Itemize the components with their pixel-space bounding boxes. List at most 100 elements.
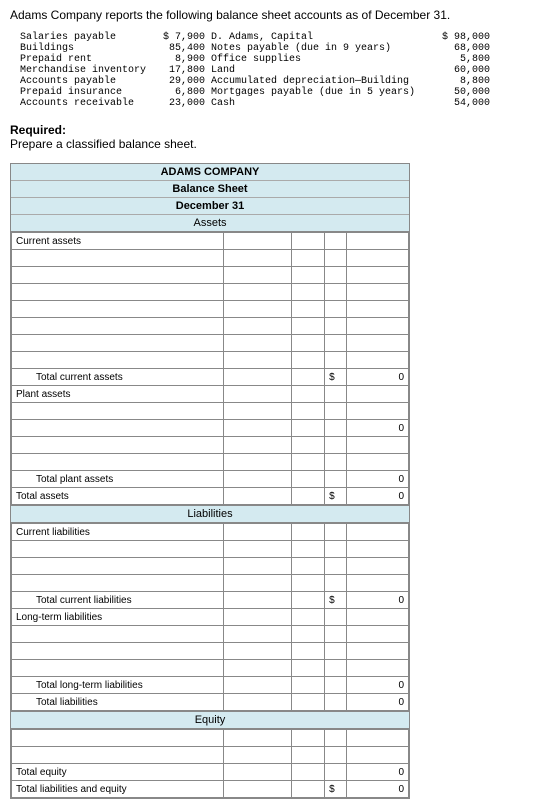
cell[interactable] [325, 541, 347, 558]
cell[interactable] [12, 301, 224, 318]
cell[interactable] [325, 643, 347, 660]
cell[interactable] [224, 420, 291, 437]
cell[interactable] [291, 318, 325, 335]
cell[interactable] [224, 747, 291, 764]
cell[interactable] [291, 643, 325, 660]
cell[interactable] [291, 403, 325, 420]
cell[interactable] [291, 524, 325, 541]
cell[interactable] [224, 781, 291, 798]
cell[interactable] [291, 660, 325, 677]
cell[interactable] [12, 420, 224, 437]
cell[interactable] [224, 730, 291, 747]
cell[interactable] [325, 420, 347, 437]
cell[interactable] [325, 386, 347, 403]
cell[interactable] [325, 437, 347, 454]
cell[interactable] [347, 643, 409, 660]
cell[interactable] [224, 488, 291, 505]
cell[interactable] [12, 437, 224, 454]
cell[interactable] [325, 403, 347, 420]
cell[interactable] [224, 626, 291, 643]
cell[interactable] [224, 335, 291, 352]
cell[interactable] [224, 524, 291, 541]
cell[interactable] [347, 352, 409, 369]
cell[interactable] [224, 301, 291, 318]
cell[interactable] [347, 437, 409, 454]
cell[interactable] [12, 318, 224, 335]
cell[interactable] [291, 488, 325, 505]
cell[interactable] [224, 318, 291, 335]
cell[interactable] [347, 318, 409, 335]
cell[interactable] [347, 267, 409, 284]
cell[interactable] [224, 541, 291, 558]
cell[interactable] [325, 626, 347, 643]
cell[interactable] [12, 403, 224, 420]
cell[interactable] [347, 284, 409, 301]
cell[interactable] [291, 284, 325, 301]
cell[interactable] [325, 471, 347, 488]
cell[interactable] [347, 386, 409, 403]
cell[interactable] [12, 747, 224, 764]
cell[interactable] [291, 677, 325, 694]
cell[interactable] [291, 335, 325, 352]
cell[interactable] [347, 626, 409, 643]
cell[interactable] [12, 284, 224, 301]
cell[interactable] [224, 575, 291, 592]
cell[interactable] [291, 267, 325, 284]
cell[interactable] [325, 524, 347, 541]
cell[interactable] [224, 437, 291, 454]
cell[interactable] [291, 575, 325, 592]
cell[interactable] [291, 250, 325, 267]
cell[interactable] [347, 747, 409, 764]
cell[interactable] [347, 403, 409, 420]
cell[interactable] [224, 558, 291, 575]
cell[interactable] [291, 437, 325, 454]
cell[interactable] [224, 284, 291, 301]
cell[interactable] [224, 454, 291, 471]
cell[interactable] [12, 352, 224, 369]
cell[interactable] [325, 747, 347, 764]
cell[interactable] [347, 541, 409, 558]
cell[interactable] [325, 233, 347, 250]
cell[interactable] [291, 730, 325, 747]
cell[interactable] [291, 301, 325, 318]
cell[interactable] [291, 471, 325, 488]
cell[interactable] [291, 541, 325, 558]
cell[interactable] [347, 660, 409, 677]
cell[interactable] [291, 609, 325, 626]
cell[interactable] [325, 301, 347, 318]
cell[interactable] [347, 524, 409, 541]
cell[interactable] [224, 764, 291, 781]
cell[interactable] [291, 626, 325, 643]
cell[interactable] [347, 301, 409, 318]
cell[interactable] [347, 250, 409, 267]
cell[interactable] [291, 592, 325, 609]
cell[interactable] [224, 250, 291, 267]
cell[interactable] [224, 233, 291, 250]
cell[interactable] [224, 369, 291, 386]
cell[interactable] [325, 335, 347, 352]
cell[interactable] [347, 558, 409, 575]
cell[interactable] [224, 403, 291, 420]
cell[interactable] [12, 454, 224, 471]
cell[interactable] [291, 386, 325, 403]
cell[interactable] [347, 335, 409, 352]
cell[interactable] [224, 660, 291, 677]
cell[interactable] [347, 233, 409, 250]
cell[interactable] [291, 558, 325, 575]
cell[interactable] [325, 694, 347, 711]
cell[interactable] [12, 643, 224, 660]
cell[interactable] [325, 267, 347, 284]
cell[interactable] [325, 284, 347, 301]
cell[interactable] [291, 694, 325, 711]
cell[interactable] [12, 626, 224, 643]
cell[interactable] [325, 558, 347, 575]
cell[interactable] [291, 420, 325, 437]
cell[interactable] [291, 233, 325, 250]
cell[interactable] [347, 454, 409, 471]
cell[interactable] [224, 677, 291, 694]
cell[interactable] [12, 267, 224, 284]
cell[interactable] [12, 730, 224, 747]
cell[interactable] [291, 764, 325, 781]
cell[interactable] [224, 471, 291, 488]
cell[interactable] [224, 609, 291, 626]
